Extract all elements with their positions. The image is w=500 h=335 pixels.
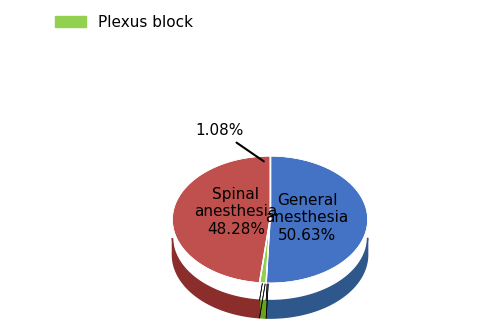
- Text: 1.08%: 1.08%: [195, 123, 264, 161]
- Polygon shape: [172, 156, 270, 283]
- Text: General
anesthesia
50.63%: General anesthesia 50.63%: [266, 193, 348, 243]
- Polygon shape: [260, 219, 270, 283]
- Polygon shape: [172, 238, 260, 318]
- Text: Spinal
anesthesia
48.28%: Spinal anesthesia 48.28%: [194, 187, 278, 237]
- Legend: Plexus block: Plexus block: [50, 9, 200, 36]
- Polygon shape: [266, 238, 368, 318]
- Polygon shape: [266, 156, 368, 283]
- Polygon shape: [260, 300, 266, 318]
